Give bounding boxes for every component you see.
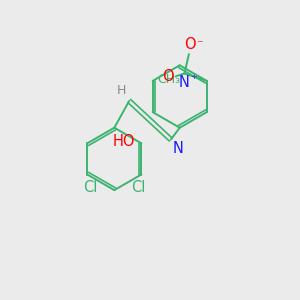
Text: H: H [117, 83, 127, 97]
Text: Cl: Cl [83, 181, 98, 196]
Text: Cl: Cl [131, 181, 146, 196]
Text: O: O [184, 37, 196, 52]
Text: O: O [162, 69, 174, 84]
Text: CH₃: CH₃ [157, 73, 180, 86]
Text: ⁺: ⁺ [190, 74, 196, 86]
Text: HO: HO [113, 134, 135, 149]
Text: N: N [179, 75, 190, 90]
Text: N: N [172, 141, 183, 156]
Text: ⁻: ⁻ [196, 38, 203, 51]
